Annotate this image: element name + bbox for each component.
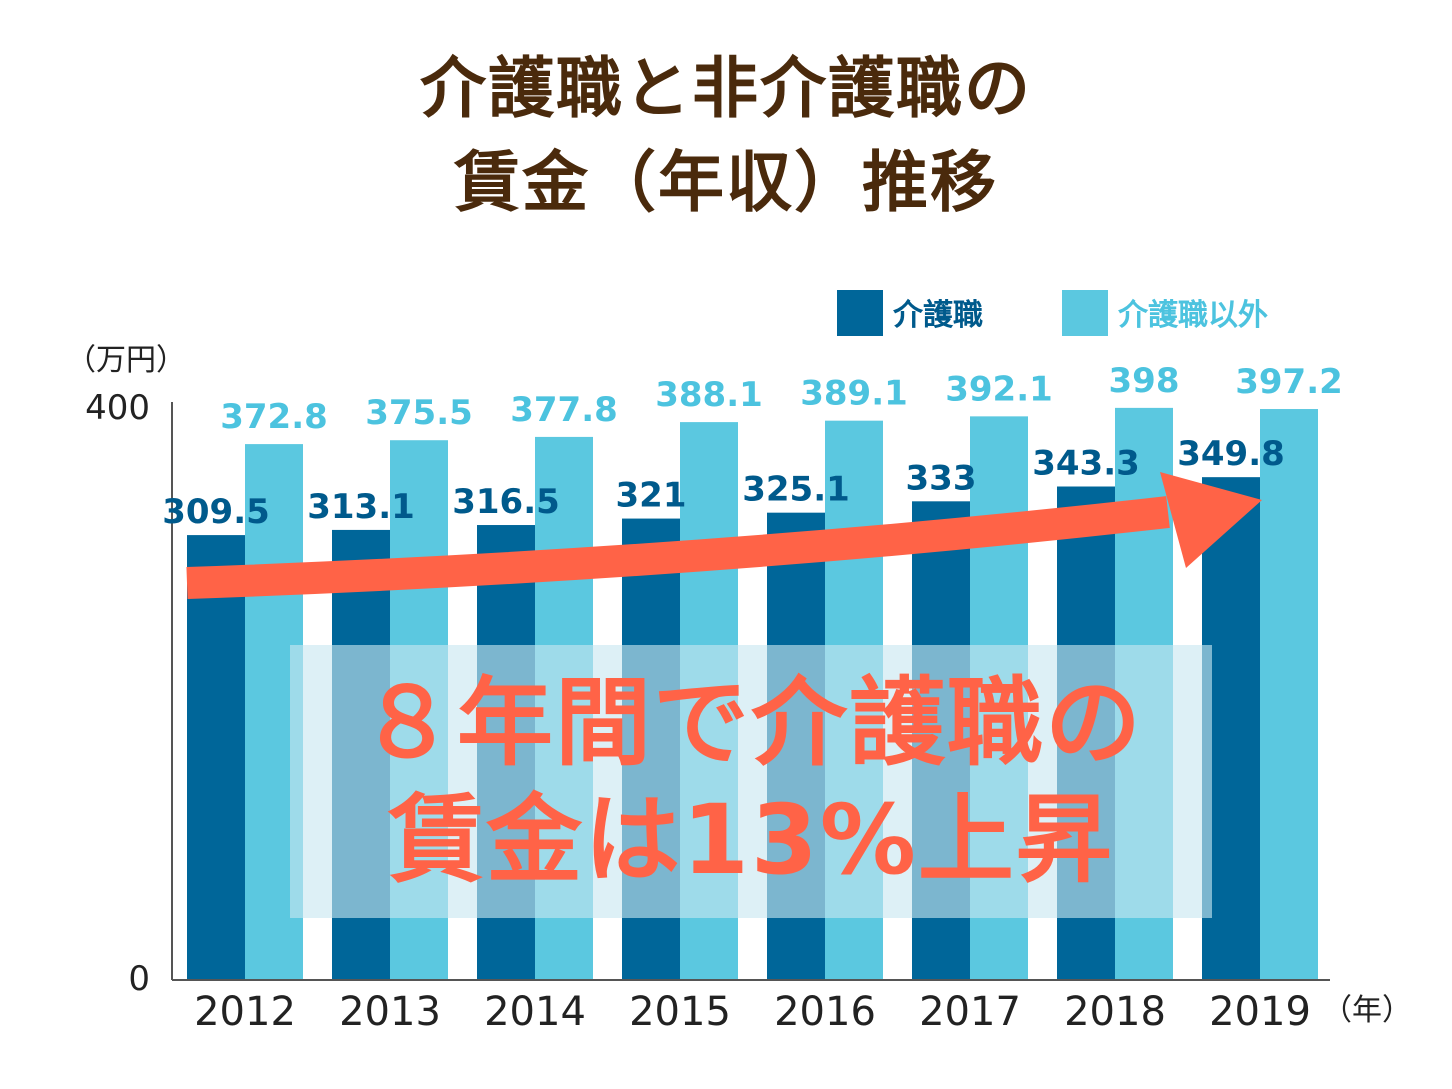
data-label-care-2017: 333: [906, 458, 977, 498]
overlay-text-line-2: 賃金は13%上昇: [388, 784, 1114, 896]
data-label-noncare-2017: 392.1: [945, 369, 1053, 409]
y-axis-unit-label: （万円）: [66, 343, 186, 378]
x-tick-label-2019: 2019: [1209, 989, 1311, 1035]
data-label-care-2018: 343.3: [1032, 444, 1140, 484]
data-label-care-2012: 309.5: [162, 492, 270, 532]
data-label-noncare-2013: 375.5: [365, 393, 473, 433]
y-tick-label-min: 0: [128, 959, 150, 999]
x-tick-label-2014: 2014: [484, 989, 586, 1035]
x-tick-label-2013: 2013: [339, 989, 441, 1035]
x-tick-label-2016: 2016: [774, 989, 876, 1035]
bar-care-2012: [187, 535, 245, 980]
bar-noncare-2019: [1260, 409, 1318, 980]
legend-swatch-noncare: [1062, 290, 1108, 336]
data-label-noncare-2019: 397.2: [1235, 362, 1343, 402]
y-tick-label-max: 400: [85, 388, 150, 428]
axes: 400 0 （万円） 2012 2013 2014 2015 2016 2017 2018 2019…: [66, 343, 1412, 1035]
overlay-text-line-1: ８年間で介護職の: [359, 667, 1143, 779]
data-label-care-2019: 349.8: [1177, 434, 1285, 474]
chart-title-line-1: 介護職と非介護職の: [420, 50, 1032, 127]
trend-arrow-shaft: [186, 496, 1170, 599]
data-label-care-2014: 316.5: [452, 482, 560, 522]
x-tick-label-2017: 2017: [919, 989, 1021, 1035]
legend-label-noncare: 介護職以外: [1117, 298, 1268, 333]
data-labels: 309.5 372.8 313.1 375.5 316.5 377.8 321 388.1 32…: [162, 361, 1343, 532]
legend-label-care: 介護職: [892, 298, 983, 333]
x-tick-label-2012: 2012: [194, 989, 296, 1035]
data-label-noncare-2016: 389.1: [800, 374, 908, 414]
x-axis-unit-label: （年）: [1322, 993, 1412, 1028]
data-label-care-2013: 313.1: [307, 487, 415, 527]
data-label-noncare-2012: 372.8: [220, 397, 328, 437]
data-label-noncare-2015: 388.1: [655, 375, 763, 415]
data-label-noncare-2018: 398: [1109, 361, 1180, 401]
x-tick-label-2015: 2015: [629, 989, 731, 1035]
legend-swatch-care: [837, 290, 883, 336]
trend-arrow-head: [1160, 472, 1262, 568]
chart-title-line-2: 賃金（年収）推移: [454, 144, 998, 221]
data-label-care-2016: 325.1: [742, 470, 850, 510]
data-label-care-2015: 321: [616, 476, 687, 516]
x-tick-label-2018: 2018: [1064, 989, 1166, 1035]
data-label-noncare-2014: 377.8: [510, 390, 618, 430]
trend-arrow-layer: [186, 472, 1262, 918]
overlay-box: [290, 645, 1212, 918]
legend: 介護職 介護職以外: [837, 290, 1268, 336]
